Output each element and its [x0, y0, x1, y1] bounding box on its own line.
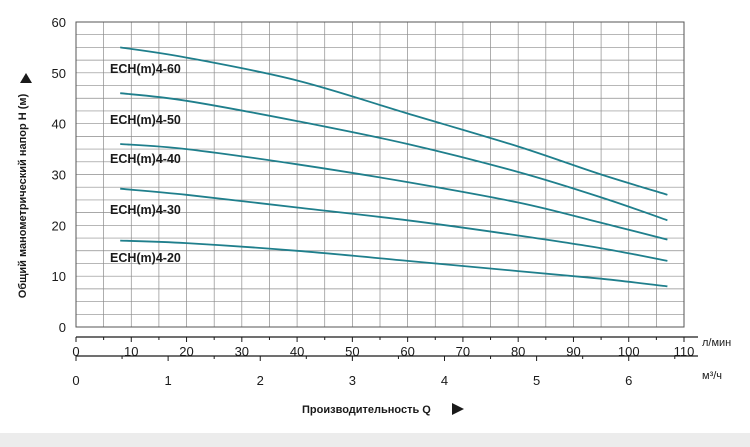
grid	[75, 21, 685, 328]
x2-tick-label: 3	[349, 373, 356, 388]
y-tick-label: 20	[52, 218, 66, 233]
x-unit-secondary: м³/ч	[702, 370, 722, 382]
y-tick-label: 50	[52, 66, 66, 81]
x2-tick-label: 1	[165, 373, 172, 388]
y-tick-label: 30	[52, 168, 66, 183]
y-tick-label: 40	[52, 117, 66, 132]
y-axis-title: Общий манометрический напор H (м)	[17, 93, 29, 298]
y-tick-label: 10	[52, 269, 66, 284]
series-line	[120, 143, 668, 241]
x-tick-label: 90	[566, 344, 580, 359]
x-tick-label: 0	[72, 344, 79, 359]
series-line	[120, 239, 668, 288]
y-axis-arrow-icon	[20, 73, 32, 83]
series-line	[120, 187, 668, 262]
y-tick-label: 60	[52, 15, 66, 30]
x-tick-label: 50	[345, 344, 359, 359]
x-tick-label: 80	[511, 344, 525, 359]
footer-band	[0, 433, 750, 447]
x-tick-label: 110	[674, 344, 695, 359]
y-tick-label: 0	[59, 320, 66, 335]
series-label: ECH(m)4-50	[110, 113, 181, 127]
x-tick-label: 30	[235, 344, 249, 359]
x-tick-label: 20	[179, 344, 193, 359]
x-unit-primary: л/мин	[702, 337, 731, 349]
x-axis-title: Производительность Q	[302, 404, 431, 416]
x2-tick-label: 2	[257, 373, 264, 388]
x-tick-label: 100	[618, 344, 640, 359]
x-axis-arrow-icon	[452, 403, 464, 415]
curves	[120, 46, 668, 288]
series-label: ECH(m)4-40	[110, 152, 181, 166]
axes: 0 10 20 30 40 50 60 0 10 20 30 40 50 60 70 80 90 100 110 0 1…	[52, 15, 698, 388]
x-tick-label: 10	[124, 344, 138, 359]
x2-tick-label: 0	[72, 373, 79, 388]
x2-tick-label: 5	[533, 373, 540, 388]
x-tick-label: 60	[400, 344, 414, 359]
series-labels: ECH(m)4-60 ECH(m)4-50 ECH(m)4-40 ECH(m)4-30…	[110, 62, 181, 265]
x-tick-label: 70	[456, 344, 470, 359]
x2-tick-label: 6	[625, 373, 632, 388]
x-tick-label: 40	[290, 344, 304, 359]
series-line	[120, 92, 668, 222]
series-line	[120, 46, 668, 196]
series-label: ECH(m)4-60	[110, 62, 181, 76]
plot-frame	[75, 21, 685, 328]
series-label: ECH(m)4-20	[110, 251, 181, 265]
series-label: ECH(m)4-30	[110, 203, 181, 217]
x2-tick-label: 4	[441, 373, 448, 388]
